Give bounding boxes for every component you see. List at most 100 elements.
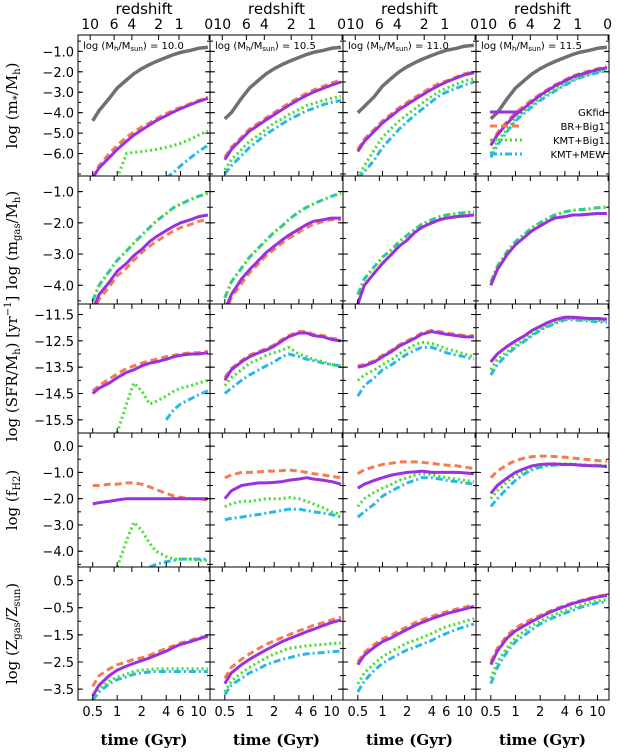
redshift-axis-title: redshift	[381, 0, 438, 18]
series-group	[489, 205, 607, 286]
redshift-tick-label: 6	[508, 17, 517, 33]
series-line-gkfid	[356, 71, 475, 153]
series-line-br-big1	[489, 212, 607, 286]
series-line-br-big1	[356, 603, 475, 663]
series-group	[223, 191, 342, 304]
series-line-br-big1	[224, 468, 342, 480]
redshift-tick-label: 6	[242, 17, 251, 33]
series-line-kmt-big1	[115, 378, 209, 433]
redshift-tick-label: 1	[307, 17, 316, 33]
y-tick-label: −2.0	[42, 217, 74, 232]
x-tick-label: 1	[378, 705, 386, 720]
series-line-grey	[489, 45, 608, 121]
series-line-kmt-big1	[489, 68, 608, 155]
series-line-br-big1	[92, 95, 209, 176]
x-tick-label: 4	[295, 705, 303, 720]
panel-frame	[209, 175, 344, 305]
row-3-ylabel: log (SFR/Mh) [yr−1]	[3, 296, 23, 442]
series-line-kmt-mew	[224, 507, 342, 522]
series-line-kmt-big1	[356, 210, 475, 296]
row-1-ylabel: log (m*/Mh)	[3, 62, 23, 148]
series-group	[356, 328, 475, 397]
legend: GKfid BR+Big1 KMT+Big1 KMT+MEW	[490, 108, 605, 161]
redshift-tick-label: 6	[375, 17, 384, 33]
y-tick-label: 0.5	[53, 575, 74, 590]
redshift-tick-label: 4	[127, 17, 136, 33]
x-tick-label: 10	[456, 705, 473, 720]
series-line-br-big1	[223, 615, 342, 680]
x-tick-label: 0.5	[82, 705, 103, 720]
series-line-kmt-big1	[116, 129, 209, 176]
series-line-kmt-big1	[489, 462, 608, 500]
series-line-br-big1	[92, 481, 209, 502]
y-tick-label: −12.5	[34, 335, 74, 350]
series-line-gkfid	[357, 469, 475, 490]
series-line-kmt-mew	[489, 600, 608, 685]
series-line-br-big1	[91, 349, 209, 393]
panel-r4-c4	[475, 432, 610, 568]
series-line-br-big1	[489, 454, 608, 479]
series-line-br-big1	[489, 65, 608, 147]
redshift-tick-label: 2	[154, 17, 163, 33]
panel-frame	[209, 303, 344, 434]
series-line-kmt-mew	[223, 98, 342, 175]
x-tick-label: 6	[442, 705, 450, 720]
y-tick-label: 0.0	[53, 440, 74, 455]
y-tick-label: −6.0	[42, 148, 74, 163]
y-tick-label: −13.5	[34, 361, 74, 376]
redshift-tick-label: 2	[420, 17, 429, 33]
y-tick-label: −4.0	[42, 279, 74, 294]
legend-label: GKfid	[578, 108, 605, 119]
series-line-kmt-mew	[166, 144, 209, 176]
x-tick-label: 1	[511, 705, 519, 720]
x-tick-label: 2	[138, 705, 146, 720]
series-line-kmt-big1	[224, 495, 342, 516]
series-group	[356, 603, 475, 693]
series-line-kmt-big1	[115, 520, 208, 567]
y-tick-label: −4.0	[42, 107, 74, 122]
redshift-tick-label: 2	[287, 17, 296, 33]
x-tick-label: 1	[245, 705, 253, 720]
redshift-tick-label: 1	[440, 17, 449, 33]
redshift-tick-label: 4	[526, 17, 535, 33]
panel-frame	[77, 303, 211, 434]
redshift-tick-label: 1	[175, 17, 184, 33]
series-line-kmt-big1	[91, 667, 208, 700]
panel-frame	[342, 432, 477, 568]
series-group	[489, 315, 608, 376]
series-line-gkfid	[225, 216, 341, 304]
y-tick-label: −1.0	[42, 186, 74, 201]
y-tick-label: −3.0	[42, 519, 74, 534]
halo-mass-label: log (Mh/Msun) = 10.0	[83, 41, 184, 53]
series-group	[91, 45, 209, 176]
panel-frame	[209, 566, 344, 701]
series-line-gkfid	[223, 80, 342, 161]
x-tick-label: 6	[309, 705, 317, 720]
series-group	[223, 45, 342, 175]
series-group	[356, 460, 475, 519]
series-group	[91, 349, 209, 433]
series-line-gkfid	[489, 594, 608, 666]
redshift-tick-label: 10	[213, 17, 231, 33]
redshift-tick-label: 2	[553, 17, 562, 33]
series-line-kmt-mew	[223, 191, 342, 299]
time-axis-titles: time (Gyr) time (Gyr) time (Gyr) time (Gyr)	[101, 731, 586, 749]
panel-r4-c1: 0.0 −1.0 −2.0 −3.0 −4.0	[42, 432, 211, 568]
series-group	[223, 468, 342, 522]
series-line-kmt-big1	[91, 191, 209, 302]
row-5-ylabel: log (Zgas/Zsun)	[3, 583, 23, 684]
panel-frame	[209, 432, 344, 568]
series-group	[91, 191, 209, 304]
redshift-tick-label: 10	[346, 17, 364, 33]
series-line-kmt-mew	[356, 476, 475, 519]
series-line-gkfid	[92, 497, 208, 506]
series-line-gkfid	[489, 315, 608, 363]
y-tick-label: −5.0	[42, 127, 74, 142]
series-line-gkfid	[91, 351, 209, 395]
redshift-tick-label: 0	[337, 17, 346, 33]
series-group	[223, 615, 342, 696]
y-tick-label: −3.0	[42, 248, 74, 263]
